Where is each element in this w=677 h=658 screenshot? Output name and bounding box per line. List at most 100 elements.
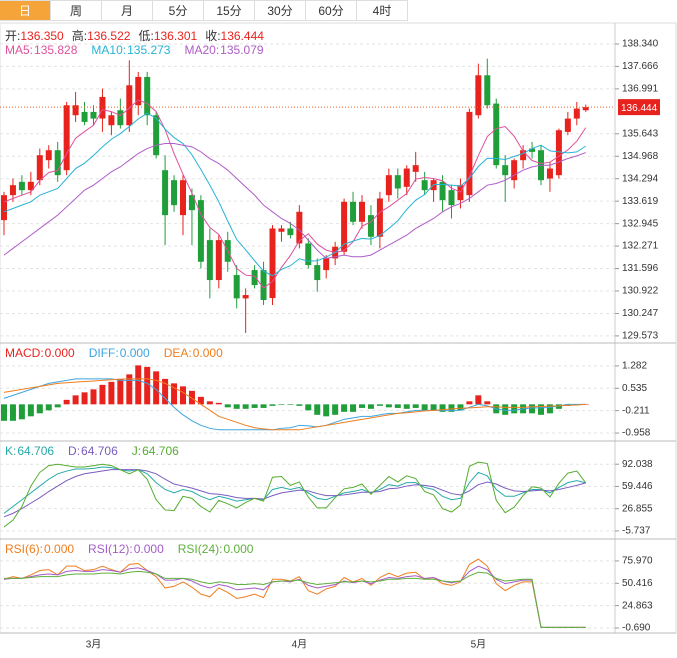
candle-body <box>242 295 249 299</box>
tab[interactable]: 30分 <box>255 0 306 21</box>
candle-body <box>197 200 204 262</box>
histogram-bar <box>45 404 52 411</box>
candle-body <box>448 190 455 206</box>
y-tick-label: 75.970 <box>622 556 653 567</box>
candle-body <box>233 275 240 299</box>
histogram-bar <box>350 404 357 412</box>
candle-body <box>529 148 536 152</box>
histogram-bar <box>466 401 473 405</box>
histogram-bar <box>81 392 88 405</box>
candle-body <box>18 181 25 191</box>
tab[interactable]: 月 <box>102 0 153 21</box>
candle-body <box>493 103 500 166</box>
legend-value: 135.273 <box>127 43 171 57</box>
candle-body <box>63 105 70 171</box>
histogram-bar <box>206 401 213 405</box>
histogram-bar <box>341 404 348 412</box>
candle-body <box>296 211 303 244</box>
candle-body <box>287 228 294 236</box>
candle-body <box>171 180 178 206</box>
histogram-bar <box>529 404 536 414</box>
histogram-bar <box>99 384 106 405</box>
indicator-line <box>4 570 586 628</box>
indicator-line <box>3 143 586 259</box>
candle-body <box>350 201 357 222</box>
y-tick-label: 131.596 <box>622 263 659 274</box>
candle-body <box>484 75 491 106</box>
y-tick-label: 0.535 <box>622 383 647 394</box>
legend-name: K: <box>5 444 16 458</box>
histogram-bar <box>144 366 151 405</box>
tab[interactable]: 4时 <box>357 0 408 21</box>
indicator-line <box>3 99 587 289</box>
y-tick-label: 92.038 <box>622 459 653 470</box>
candle-body <box>251 270 258 286</box>
tab[interactable]: 60分 <box>306 0 357 21</box>
histogram-bar <box>224 404 231 408</box>
histogram-bar <box>162 378 169 405</box>
histogram-bar <box>171 383 178 405</box>
histogram-bar <box>63 399 70 405</box>
candle-body <box>394 175 401 189</box>
ohlc-name: 高: <box>72 28 87 43</box>
histogram-bar <box>153 371 160 405</box>
candle-body <box>72 105 79 116</box>
candle-body <box>341 201 348 252</box>
candle-body <box>555 130 562 176</box>
candle-body <box>153 115 160 156</box>
histogram-bar <box>126 374 133 405</box>
legend-name: MA5: <box>5 43 33 57</box>
histogram-bar <box>18 404 25 420</box>
last-price-label: 136.444 <box>621 103 658 114</box>
tab[interactable]: 日 <box>0 0 51 21</box>
histogram-bar <box>27 404 34 417</box>
histogram-bar <box>367 404 374 409</box>
y-tick-label: 50.416 <box>622 578 653 589</box>
histogram-bar <box>439 404 446 412</box>
candle-body <box>564 118 571 132</box>
candle-body <box>511 160 518 181</box>
y-tick-label: 134.294 <box>622 173 659 184</box>
histogram-bar <box>448 404 455 412</box>
histogram-bar <box>323 404 330 417</box>
histogram-bar <box>251 404 258 408</box>
histogram-bar <box>385 404 392 408</box>
candle-body <box>45 150 52 161</box>
ohlc-value: 136.301 <box>154 29 198 43</box>
x-tick-label: 3月 <box>86 639 102 651</box>
histogram-bar <box>332 404 339 415</box>
candle-body <box>546 168 553 179</box>
indicator-line <box>3 461 587 528</box>
histogram-bar <box>555 404 562 409</box>
histogram-bar <box>117 378 124 405</box>
legend-value: 64.706 <box>81 444 118 458</box>
tab[interactable]: 周 <box>51 0 102 21</box>
histogram-bar <box>260 404 267 408</box>
y-tick-label: 26.855 <box>622 503 653 514</box>
indicator-line <box>3 469 586 518</box>
tab[interactable]: 15分 <box>204 0 255 21</box>
legend-name: MA20: <box>184 43 219 57</box>
candle-body <box>36 155 43 181</box>
histogram-bar <box>412 404 419 408</box>
histogram-bar <box>242 404 249 409</box>
legend-name: RSI(12): <box>88 542 133 556</box>
y-tick-label: -0.690 <box>622 623 651 634</box>
candle-body <box>144 76 151 116</box>
y-tick-label: 129.573 <box>622 331 659 342</box>
legend: K:64.706 D:64.706 J:64.706 <box>5 444 179 458</box>
histogram-bar <box>278 404 285 405</box>
legend-value: 64.706 <box>17 444 54 458</box>
histogram-bar <box>305 404 312 411</box>
candle-body <box>439 181 446 201</box>
last-price-tag <box>618 99 660 116</box>
candle-body <box>90 111 97 119</box>
candle-body <box>582 107 589 111</box>
tab[interactable]: 5分 <box>153 0 204 21</box>
candle-body <box>215 240 222 281</box>
histogram-bar <box>546 404 553 414</box>
legend-value: 0.000 <box>134 542 164 556</box>
candle-body <box>359 201 365 222</box>
candle-body <box>81 111 88 122</box>
candle-body <box>260 270 267 301</box>
